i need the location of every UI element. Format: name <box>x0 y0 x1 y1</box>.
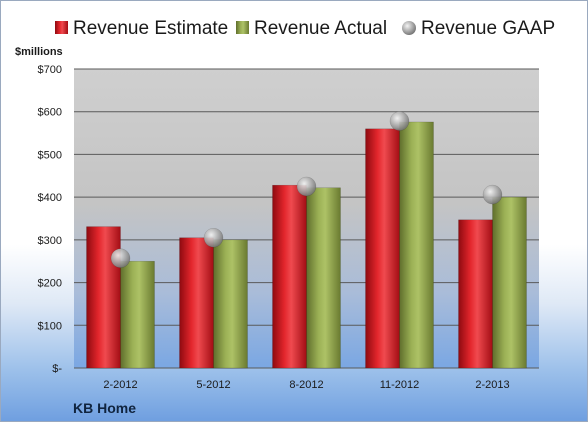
y-tick-label: $700 <box>38 64 62 76</box>
x-tick-label: 11-2012 <box>380 379 420 391</box>
y-tick-label: $500 <box>38 149 62 161</box>
legend-swatch-revenue-actual <box>236 21 249 34</box>
legend-label-revenue-actual: Revenue Actual <box>254 18 387 39</box>
bar-revenue-actual <box>306 187 341 369</box>
y-axis-unit-label: $millions <box>15 46 63 58</box>
legend: Revenue Estimate Revenue Actual Revenue … <box>55 18 555 39</box>
marker-revenue-gaap <box>389 111 410 131</box>
x-tick-label: 8-2012 <box>289 379 323 391</box>
legend-label-revenue-gaap: Revenue GAAP <box>421 18 555 39</box>
x-tick-label: 2-2012 <box>103 379 137 391</box>
bar-revenue-actual <box>120 260 155 369</box>
bar-revenue-estimate <box>365 128 400 369</box>
y-tick-label: $100 <box>38 320 62 332</box>
y-tick-label: $300 <box>38 235 62 247</box>
legend-swatch-revenue-gaap <box>402 21 416 35</box>
x-tick-label: 2-2013 <box>475 379 509 391</box>
bar-revenue-estimate <box>179 237 214 369</box>
bar-revenue-actual <box>492 196 527 369</box>
bar-revenue-estimate <box>272 184 307 369</box>
company-label: KB Home <box>73 400 136 416</box>
y-tick-label: $600 <box>38 107 62 119</box>
marker-revenue-gaap <box>110 248 131 268</box>
bars <box>86 121 527 369</box>
bar-revenue-actual <box>399 121 434 369</box>
y-tick-label: $- <box>52 363 62 375</box>
legend-item-revenue-gaap[interactable]: Revenue GAAP <box>402 18 555 39</box>
x-axis-tick-labels: 2-2012 5-2012 8-2012 11-2012 2-2013 <box>103 379 509 391</box>
marker-revenue-gaap <box>296 176 317 197</box>
marker-revenue-gaap <box>482 184 503 205</box>
marker-revenue-gaap <box>203 227 224 248</box>
legend-swatch-revenue-estimate <box>55 21 68 34</box>
legend-item-revenue-estimate[interactable]: Revenue Estimate <box>55 18 228 39</box>
bar-revenue-estimate <box>458 219 493 369</box>
y-axis-tick-labels: $- $100 $200 $300 $400 $500 $600 $700 <box>38 64 63 375</box>
y-tick-label: $400 <box>38 192 62 204</box>
legend-label-revenue-estimate: Revenue Estimate <box>73 18 228 39</box>
x-tick-label: 5-2012 <box>196 379 230 391</box>
y-tick-label: $200 <box>38 278 62 290</box>
gaap-markers <box>110 111 503 268</box>
bar-revenue-estimate <box>86 226 121 369</box>
legend-item-revenue-actual[interactable]: Revenue Actual <box>236 18 387 39</box>
bar-revenue-actual <box>213 239 248 369</box>
